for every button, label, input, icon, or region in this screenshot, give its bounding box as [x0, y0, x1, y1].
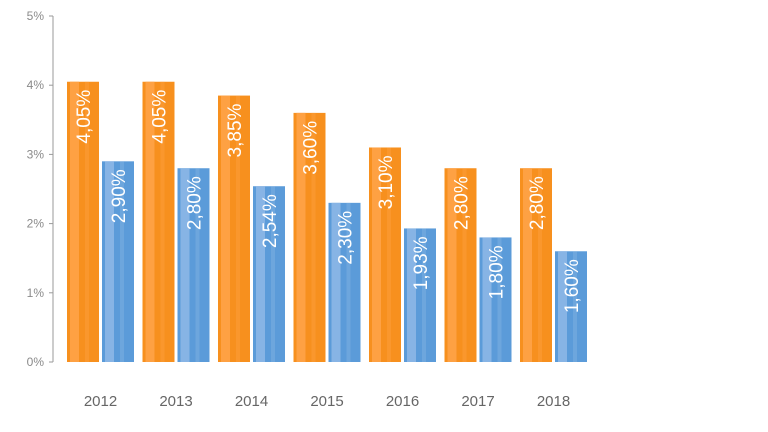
bar-highlight	[105, 161, 114, 362]
bar-highlight	[311, 112, 316, 362]
bar-highlight	[331, 202, 341, 362]
bar-2012-series-2	[102, 161, 134, 362]
bar-highlight	[180, 168, 190, 362]
data-label: 2,54%	[260, 194, 281, 248]
bar-highlight	[236, 95, 240, 362]
data-label: 3,60%	[301, 121, 322, 175]
data-label: 4,05%	[150, 90, 171, 144]
bar-highlight	[85, 81, 89, 363]
data-label: 2,30%	[336, 211, 357, 265]
bar-2013-series-1	[142, 81, 175, 363]
bar-2013-series-2	[177, 168, 210, 362]
bar-highlight	[573, 251, 577, 362]
bar-highlight	[462, 168, 467, 362]
y-tick-label: 4%	[27, 78, 45, 92]
x-category-label: 2014	[235, 393, 268, 410]
bar-2018-series-2	[555, 251, 587, 362]
bar-2018-series-1	[520, 168, 552, 362]
data-label: 1,93%	[411, 236, 432, 290]
data-label: 3,10%	[376, 155, 397, 209]
x-category-label: 2013	[159, 393, 192, 410]
data-label: 1,60%	[562, 259, 583, 313]
bar-highlight	[160, 81, 165, 363]
axis-layer: 0% 1% 2% 3% 4% 5%	[27, 9, 54, 369]
y-tick-label: 1%	[27, 286, 45, 300]
bar-2015-series-2	[328, 202, 361, 362]
data-label: 2,80%	[452, 176, 473, 230]
bar-highlight	[407, 228, 416, 362]
bar-2012-series-1	[67, 81, 99, 363]
data-label: 2,90%	[109, 169, 130, 223]
bar-highlight	[120, 161, 124, 362]
bar-highlight	[296, 112, 306, 362]
bar-2014-series-1	[218, 95, 250, 362]
bar-layer	[67, 81, 587, 363]
data-label: 1,80%	[487, 245, 508, 299]
bar-highlight	[523, 168, 532, 362]
bar-highlight	[422, 228, 426, 362]
bar-highlight	[271, 186, 275, 362]
data-label: 4,05%	[74, 90, 95, 144]
bar-highlight	[447, 168, 457, 362]
bar-highlight	[346, 202, 351, 362]
x-category-label: 2016	[386, 393, 419, 410]
bar-highlight	[372, 147, 381, 362]
bar-highlight	[195, 168, 200, 362]
bar-highlight	[221, 95, 230, 362]
label-layer: 4,05% 2,90% 2012 4,05% 2,80% 2013 3,85% 2,54% 20…	[74, 90, 583, 410]
bar-2017-series-2	[479, 237, 512, 362]
bar-highlight	[558, 251, 567, 362]
bar-2014-series-2	[253, 186, 285, 362]
x-category-label: 2018	[537, 393, 570, 410]
bar-2016-series-2	[404, 228, 436, 362]
y-tick-label: 0%	[27, 355, 45, 369]
bar-2017-series-1	[444, 168, 477, 362]
bar-highlight	[497, 237, 502, 362]
bar-2015-series-1	[293, 112, 326, 362]
data-label: 3,85%	[225, 103, 246, 157]
bar-highlight	[538, 168, 542, 362]
y-tick-label: 2%	[27, 217, 45, 231]
bar-highlight	[70, 81, 79, 363]
bar-highlight	[482, 237, 492, 362]
x-category-label: 2017	[461, 393, 494, 410]
y-tick-label: 5%	[27, 9, 45, 23]
data-label: 2,80%	[527, 176, 548, 230]
bar-highlight	[387, 147, 391, 362]
y-tick-label: 3%	[27, 147, 45, 161]
data-label: 2,80%	[185, 176, 206, 230]
x-category-label: 2015	[310, 393, 343, 410]
bar-highlight	[145, 81, 155, 363]
x-category-label: 2012	[84, 393, 117, 410]
bar-2016-series-1	[369, 147, 401, 362]
bar-highlight	[256, 186, 265, 362]
